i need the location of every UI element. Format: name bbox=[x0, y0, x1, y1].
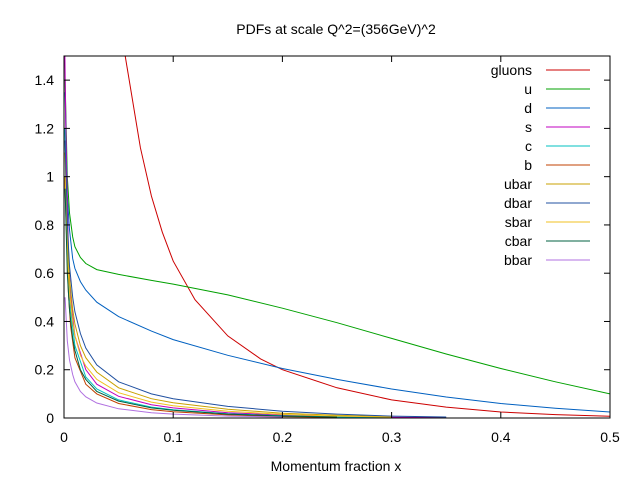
x-tick-label: 0.3 bbox=[382, 429, 402, 445]
x-tick-label: 0.5 bbox=[600, 429, 620, 445]
legend-label-bbar: bbar bbox=[504, 252, 532, 268]
series-line-u bbox=[64, 80, 610, 395]
series-line-dbar bbox=[64, 140, 447, 418]
series-lines bbox=[64, 56, 610, 418]
axis-ticks: 0 0.1 0.2 0.3 0.4 0.5 0 0.2 0.4 0.6 0.8 1 1.2 1.4 bbox=[35, 56, 620, 445]
plot-frame bbox=[63, 55, 611, 419]
series-line-d bbox=[64, 92, 610, 413]
y-tick-label: 1.2 bbox=[35, 120, 55, 136]
y-tick-label: 0.8 bbox=[35, 217, 55, 233]
x-tick-label: 0.2 bbox=[273, 429, 293, 445]
series-line-sbar bbox=[64, 176, 392, 418]
legend-label-d: d bbox=[524, 100, 532, 116]
series-line-cbar bbox=[64, 188, 338, 418]
y-tick-label: 0.4 bbox=[35, 313, 55, 329]
x-axis-label: Momentum fraction x bbox=[271, 458, 402, 474]
legend-label-ubar: ubar bbox=[504, 176, 532, 192]
y-tick-label: 0 bbox=[46, 410, 54, 426]
y-tick-label: 1 bbox=[46, 169, 54, 185]
x-tick-label: 0.4 bbox=[491, 429, 511, 445]
y-tick-label: 0.2 bbox=[35, 362, 55, 378]
legend-label-s: s bbox=[525, 119, 532, 135]
x-tick-label: 0 bbox=[60, 429, 68, 445]
y-tick-label: 0.6 bbox=[35, 265, 55, 281]
legend-label-gluons: gluons bbox=[491, 62, 532, 78]
x-tick-label: 0.1 bbox=[163, 429, 183, 445]
legend-label-dbar: dbar bbox=[504, 195, 532, 211]
legend-label-c: c bbox=[525, 138, 532, 154]
series-line-ubar bbox=[64, 152, 392, 418]
legend-label-sbar: sbar bbox=[505, 214, 533, 230]
legend-label-cbar: cbar bbox=[505, 233, 533, 249]
legend-label-b: b bbox=[524, 157, 532, 173]
series-line-gluons bbox=[124, 56, 610, 417]
y-tick-label: 1.4 bbox=[35, 72, 55, 88]
legend-label-u: u bbox=[524, 81, 532, 97]
chart-title: PDFs at scale Q^2=(356GeV)^2 bbox=[236, 21, 436, 37]
